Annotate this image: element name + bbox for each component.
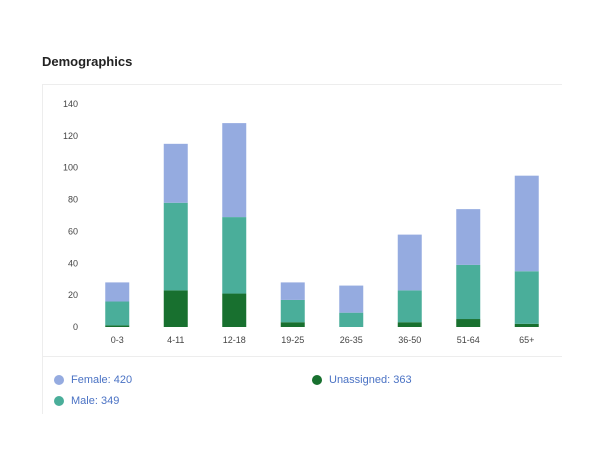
legend-label-female: Female: 420	[71, 374, 133, 386]
chart-card	[42, 84, 562, 414]
x-tick-label: 51-64	[457, 335, 480, 345]
x-tick-label: 12-18	[223, 335, 246, 345]
legend-item-male[interactable]: Male: 349	[54, 395, 119, 407]
bar-male-0-3	[105, 301, 130, 326]
legend-label-male: Male: 349	[71, 395, 120, 407]
bar-female-51-64	[456, 209, 481, 265]
legend-item-unassigned[interactable]: Unassigned: 363	[312, 374, 412, 386]
x-tick-label: 36-50	[398, 335, 421, 345]
bar-male-12-18	[222, 217, 247, 294]
x-tick-label: 65+	[519, 335, 534, 345]
bar-unassigned-36-50	[397, 322, 422, 327]
legend-label-unassigned: Unassigned: 363	[329, 374, 412, 386]
y-tick-label: 20	[68, 290, 78, 300]
y-tick-label: 60	[68, 226, 78, 236]
legend-dot-unassigned	[312, 375, 322, 385]
bar-female-4-11	[163, 143, 188, 203]
bar-female-12-18	[222, 123, 247, 218]
bar-male-36-50	[397, 290, 422, 323]
bar-female-36-50	[397, 234, 422, 291]
bar-unassigned-51-64	[456, 319, 481, 327]
bar-male-26-35	[339, 312, 364, 327]
bar-unassigned-0-3	[105, 325, 130, 327]
y-tick-label: 100	[63, 163, 78, 173]
x-tick-label: 4-11	[167, 335, 184, 345]
y-tick-label: 0	[73, 322, 78, 332]
x-tick-label: 0-3	[111, 335, 124, 345]
section-title: Demographics	[42, 54, 133, 69]
card-divider	[42, 356, 562, 357]
y-tick-label: 120	[63, 131, 78, 141]
bar-unassigned-4-11	[163, 290, 188, 327]
y-tick-label: 40	[68, 258, 78, 268]
y-tick-label: 140	[63, 99, 78, 109]
x-tick-label: 19-25	[281, 335, 304, 345]
legend-item-female[interactable]: Female: 420	[54, 374, 132, 386]
bar-male-65+	[514, 271, 539, 324]
x-tick-label: 26-35	[340, 335, 363, 345]
y-tick-label: 80	[68, 195, 78, 205]
bar-female-19-25	[280, 282, 305, 300]
bar-male-51-64	[456, 264, 481, 320]
bar-female-0-3	[105, 282, 130, 302]
bar-unassigned-65+	[514, 323, 539, 327]
bar-female-65+	[514, 175, 539, 272]
bar-unassigned-12-18	[222, 293, 247, 327]
bar-male-4-11	[163, 202, 188, 291]
bar-male-19-25	[280, 299, 305, 323]
legend-dot-male	[54, 396, 64, 406]
legend: Female: 420 Unassigned: 363 Male: 349	[54, 374, 554, 414]
bar-female-26-35	[339, 285, 364, 313]
bar-unassigned-19-25	[280, 322, 305, 327]
legend-dot-female	[54, 375, 64, 385]
